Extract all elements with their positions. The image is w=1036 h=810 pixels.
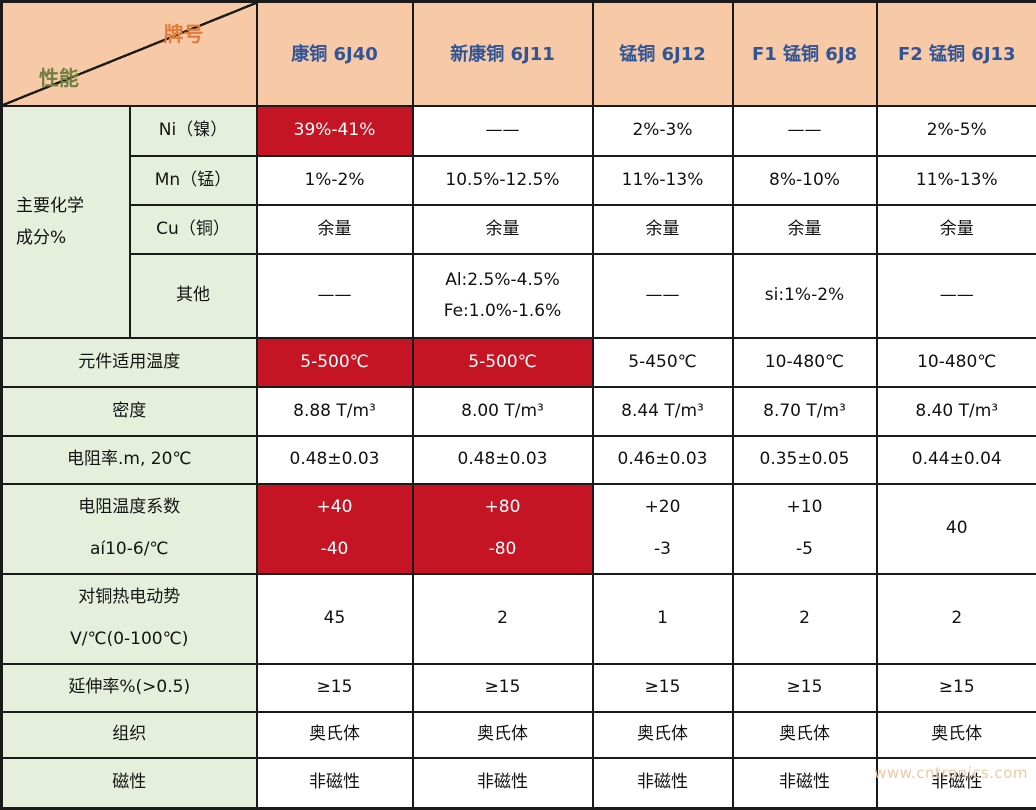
row-density: 密度 8.88 T/m³ 8.00 T/m³ 8.44 T/m³ 8.70 T/… (2, 387, 1036, 436)
cell-elongation-6j11: ≥15 (413, 664, 593, 712)
cell-resistivity-6j40: 0.48±0.03 (257, 436, 413, 484)
row-label-mn: Mn（锰） (130, 156, 257, 205)
cell-mn-6j12: 11%-13% (593, 156, 733, 205)
cell-cu-6j11: 余量 (413, 205, 593, 254)
row-operating-temperature: 元件适用温度 5-500℃ 5-500℃ 5-450℃ 10-480℃ 10-4… (2, 338, 1036, 387)
cell-magnetism-6j12: 非磁性 (593, 758, 733, 808)
row-label-cu: Cu（铜） (130, 205, 257, 254)
cell-ni-6j13: 2%-5% (877, 106, 1036, 156)
column-header-xinkangtong-6j11: 新康铜 6J11 (413, 2, 593, 107)
row-cu: Cu（铜） 余量 余量 余量 余量 余量 (2, 205, 1036, 254)
cell-temp-6j11: 5-500℃ (413, 338, 593, 387)
cell-mn-6j8: 8%-10% (733, 156, 877, 205)
column-header-f1-mengtong-6j8: F1 锰铜 6J8 (733, 2, 877, 107)
cell-mn-6j11: 10.5%-12.5% (413, 156, 593, 205)
cell-structure-6j11: 奥氏体 (413, 712, 593, 758)
cell-other-6j11: Al:2.5%-4.5% Fe:1.0%-1.6% (413, 254, 593, 338)
cell-ni-6j40: 39%-41% (257, 106, 413, 156)
row-resistivity: 电阻率.m, 20℃ 0.48±0.03 0.48±0.03 0.46±0.03… (2, 436, 1036, 484)
cell-temp-6j12: 5-450℃ (593, 338, 733, 387)
row-structure: 组织 奥氏体 奥氏体 奥氏体 奥氏体 奥氏体 (2, 712, 1036, 758)
row-magnetism: 磁性 非磁性 非磁性 非磁性 非磁性 非磁性 (2, 758, 1036, 808)
cell-ni-6j12: 2%-3% (593, 106, 733, 156)
row-thermal-emf: 对铜热电动势 V/℃(0-100℃) 45 2 1 2 2 (2, 574, 1036, 664)
cell-magnetism-6j8: 非磁性 (733, 758, 877, 808)
column-header-mengtong-6j12: 锰铜 6J12 (593, 2, 733, 107)
row-label-other: 其他 (130, 254, 257, 338)
column-header-kangtong-6j40: 康铜 6J40 (257, 2, 413, 107)
cell-density-6j11: 8.00 T/m³ (413, 387, 593, 436)
column-header-f2-mengtong-6j13: F2 锰铜 6J13 (877, 2, 1036, 107)
cell-cu-6j8: 余量 (733, 205, 877, 254)
cell-density-6j8: 8.70 T/m³ (733, 387, 877, 436)
row-temperature-coefficient: 电阻温度系数 aí10-6/℃ +40 -40 +80 -80 +20 -3 +… (2, 484, 1036, 574)
cell-structure-6j8: 奥氏体 (733, 712, 877, 758)
performance-axis-label: 性能 (39, 63, 79, 93)
cell-other-6j12: —— (593, 254, 733, 338)
cell-temp-6j8: 10-480℃ (733, 338, 877, 387)
group-label-chemical-composition: 主要化学 成分% (2, 106, 130, 338)
cell-elongation-6j8: ≥15 (733, 664, 877, 712)
cell-structure-6j40: 奥氏体 (257, 712, 413, 758)
cell-resistivity-6j11: 0.48±0.03 (413, 436, 593, 484)
cell-elongation-6j40: ≥15 (257, 664, 413, 712)
cell-emf-6j13: 2 (877, 574, 1036, 664)
cell-mn-6j13: 11%-13% (877, 156, 1036, 205)
cell-emf-6j12: 1 (593, 574, 733, 664)
row-label-density: 密度 (2, 387, 257, 436)
row-other-elements: 其他 —— Al:2.5%-4.5% Fe:1.0%-1.6% —— si:1%… (2, 254, 1036, 338)
cell-other-6j13: —— (877, 254, 1036, 338)
cell-resistivity-6j13: 0.44±0.04 (877, 436, 1036, 484)
cell-magnetism-6j13: 非磁性 (877, 758, 1036, 808)
corner-cell: 牌号 性能 (2, 2, 257, 107)
row-label-thermal-emf: 对铜热电动势 V/℃(0-100℃) (2, 574, 257, 664)
cell-temp-6j13: 10-480℃ (877, 338, 1036, 387)
row-label-elongation: 延伸率%(>0.5) (2, 664, 257, 712)
row-label-structure: 组织 (2, 712, 257, 758)
row-elongation: 延伸率%(>0.5) ≥15 ≥15 ≥15 ≥15 ≥15 (2, 664, 1036, 712)
cell-emf-6j11: 2 (413, 574, 593, 664)
brand-axis-label: 牌号 (164, 19, 204, 49)
cell-other-6j40: —— (257, 254, 413, 338)
cell-emf-6j8: 2 (733, 574, 877, 664)
cell-tempcoeff-6j12: +20 -3 (593, 484, 733, 574)
cell-structure-6j13: 奥氏体 (877, 712, 1036, 758)
row-label-temperature-coefficient: 电阻温度系数 aí10-6/℃ (2, 484, 257, 574)
cell-cu-6j40: 余量 (257, 205, 413, 254)
row-ni: 主要化学 成分% Ni（镍） 39%-41% —— 2%-3% —— 2%-5% (2, 106, 1036, 156)
cell-tempcoeff-6j40: +40 -40 (257, 484, 413, 574)
cell-emf-6j40: 45 (257, 574, 413, 664)
cell-density-6j40: 8.88 T/m³ (257, 387, 413, 436)
cell-elongation-6j12: ≥15 (593, 664, 733, 712)
header-row: 牌号 性能 康铜 6J40 新康铜 6J11 锰铜 6J12 F1 锰铜 6J8… (2, 2, 1036, 107)
cell-cu-6j12: 余量 (593, 205, 733, 254)
cell-ni-6j8: —— (733, 106, 877, 156)
cell-tempcoeff-6j13: 40 (877, 484, 1036, 574)
cell-other-6j8: si:1%-2% (733, 254, 877, 338)
cell-resistivity-6j8: 0.35±0.05 (733, 436, 877, 484)
row-label-ni: Ni（镍） (130, 106, 257, 156)
row-label-magnetism: 磁性 (2, 758, 257, 808)
cell-tempcoeff-6j8: +10 -5 (733, 484, 877, 574)
cell-density-6j13: 8.40 T/m³ (877, 387, 1036, 436)
cell-magnetism-6j40: 非磁性 (257, 758, 413, 808)
cell-temp-6j40: 5-500℃ (257, 338, 413, 387)
row-label-operating-temperature: 元件适用温度 (2, 338, 257, 387)
cell-cu-6j13: 余量 (877, 205, 1036, 254)
cell-resistivity-6j12: 0.46±0.03 (593, 436, 733, 484)
cell-mn-6j40: 1%-2% (257, 156, 413, 205)
row-label-resistivity: 电阻率.m, 20℃ (2, 436, 257, 484)
cell-structure-6j12: 奥氏体 (593, 712, 733, 758)
cell-magnetism-6j11: 非磁性 (413, 758, 593, 808)
cell-ni-6j11: —— (413, 106, 593, 156)
row-mn: Mn（锰） 1%-2% 10.5%-12.5% 11%-13% 8%-10% 1… (2, 156, 1036, 205)
cell-density-6j12: 8.44 T/m³ (593, 387, 733, 436)
cell-tempcoeff-6j11: +80 -80 (413, 484, 593, 574)
cell-elongation-6j13: ≥15 (877, 664, 1036, 712)
